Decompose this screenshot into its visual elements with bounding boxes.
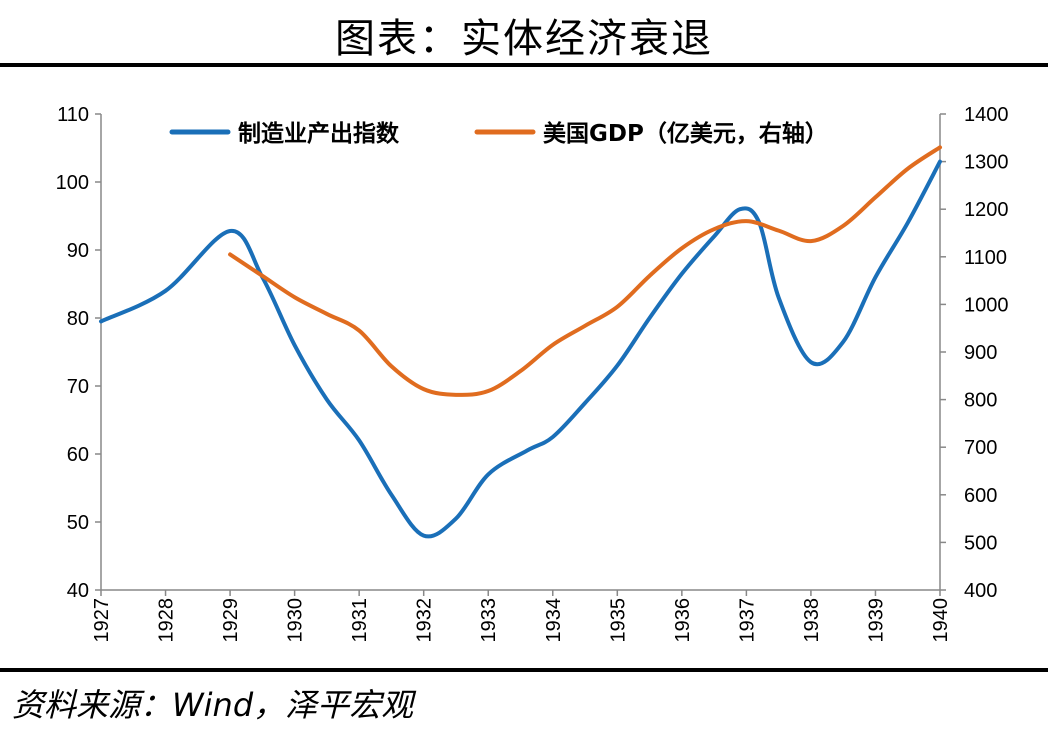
x-tick-label: 1937 (736, 598, 758, 643)
y-left-tick-label: 100 (56, 172, 89, 194)
top-rule (0, 63, 1048, 67)
y-right-tick-label: 1200 (964, 199, 1009, 221)
y-left-tick-label: 90 (67, 240, 89, 262)
y-left-tick-label: 50 (67, 512, 89, 534)
chart-legend: 制造业产出指数 美国GDP（亿美元，右轴） (169, 120, 828, 147)
y-left-tick-label: 80 (67, 308, 89, 330)
x-tick-label: 1935 (607, 598, 629, 643)
y-left-tick-label: 40 (67, 580, 89, 602)
page-title: 图表：实体经济衰退 (335, 16, 713, 62)
y-right-tick-label: 400 (964, 580, 997, 602)
x-tick-label: 1938 (801, 598, 823, 643)
series-line-manufacturing (99, 159, 942, 539)
source-note: 资料来源：Wind，泽平宏观 (12, 686, 414, 724)
chart-axes: 40 50 60 70 80 90 100 110 400 500 600 700 800 900 1000… (56, 104, 1009, 643)
y-right-tick-label: 800 (964, 390, 997, 412)
y-right-tick-label: 1000 (964, 294, 1009, 316)
x-tick-label: 1936 (672, 598, 694, 643)
y-right-tick-label: 1300 (964, 152, 1009, 174)
x-tick-label: 1932 (414, 598, 436, 643)
y-right-tick-label: 700 (964, 437, 997, 459)
y-right-tick-label: 900 (964, 342, 997, 364)
x-tick-label: 1940 (930, 598, 952, 643)
x-tick-label: 1933 (478, 598, 500, 643)
x-tick-label: 1927 (91, 598, 113, 643)
y-left-tick-label: 60 (67, 444, 89, 466)
y-right-tick-label: 600 (964, 485, 997, 507)
bottom-rule (0, 668, 1048, 672)
legend-label-manufacturing: 制造业产出指数 (238, 120, 400, 147)
x-tick-label: 1930 (285, 598, 307, 643)
x-tick-label: 1929 (220, 598, 242, 643)
y-right-tick-label: 1100 (964, 247, 1007, 269)
x-tick-label: 1939 (865, 598, 887, 643)
y-left-tick-label: 70 (67, 376, 89, 398)
y-right-tick-label: 500 (964, 532, 997, 554)
x-tick-label: 1931 (349, 598, 371, 643)
y-right-tick-label: 1400 (964, 104, 1009, 126)
x-tick-label: 1934 (543, 598, 565, 643)
x-tick-label: 1928 (156, 598, 178, 643)
chart-lines (99, 145, 942, 539)
legend-label-gdp: 美国GDP（亿美元，右轴） (543, 120, 828, 147)
y-left-tick-label: 110 (57, 104, 89, 126)
series-line-gdp (228, 145, 942, 397)
